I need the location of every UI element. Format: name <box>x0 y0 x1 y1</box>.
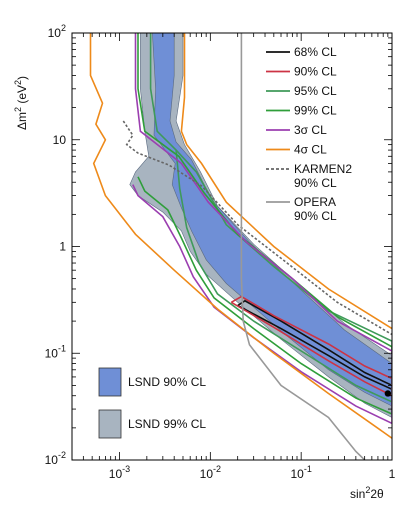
contour-fill-lsnd-90-cl <box>152 33 392 407</box>
box-legend-swatch <box>98 367 122 397</box>
chart-series-layer <box>89 33 392 460</box>
contour-line-95-cl-4 <box>149 33 392 403</box>
legend-label: OPERA <box>294 195 336 209</box>
legend-label-line2: 90% CL <box>294 209 337 223</box>
legend-label: 90% CL <box>294 65 337 79</box>
axis-ticks: 10-3 10-2 10-1 1 10-2 10-1 1 10 102 <box>45 23 396 481</box>
y-tick-label: 10 <box>53 133 67 147</box>
legend-label-line2: 90% CL <box>294 176 337 190</box>
contour-line-4-cl-8 <box>180 33 392 330</box>
best-fit-point <box>384 390 392 397</box>
x-tick-label: 10-2 <box>200 464 221 481</box>
y-tick-label: 10-1 <box>45 343 66 360</box>
box-legend-label: LSND 90% CL <box>128 375 206 389</box>
x-tick-label: 10-1 <box>290 464 311 481</box>
contour-line-karmen2-90-cl-9 <box>122 120 392 336</box>
y-axis-label: Δm2 (eV2) <box>13 76 29 130</box>
contour-line-4-cl-7 <box>89 33 392 439</box>
contour-line-68-cl-2 <box>237 299 392 391</box>
box-legend-swatch <box>98 409 122 439</box>
x-tick-label: 10-3 <box>109 464 130 481</box>
legend: 68% CL 90% CL 95% CL 99% CL 3σ CL 4σ CL KARMEN… <box>266 45 352 223</box>
legend-label: 99% CL <box>294 104 337 118</box>
box-legend-label: LSND 99% CL <box>128 417 206 431</box>
legend-label: 95% CL <box>294 84 337 98</box>
contour-line-90-cl-3 <box>230 295 392 397</box>
box-legend: LSND 90% CL LSND 99% CL <box>98 367 206 439</box>
y-tick-label: 10-2 <box>45 450 66 467</box>
y-tick-label: 1 <box>59 240 66 254</box>
legend-label: 68% CL <box>294 45 337 59</box>
contour-line-3-cl-6 <box>132 33 392 425</box>
legend-label: 4σ CL <box>294 143 327 157</box>
legend-label: KARMEN2 <box>294 162 352 176</box>
contour-line-opera-90-cl-10 <box>240 33 366 460</box>
axis-labels: Δm2 (eV2) sin22θ <box>13 76 384 501</box>
legend-label: 3σ CL <box>294 123 327 137</box>
contour-line-99-cl-5 <box>137 33 392 415</box>
x-axis-label: sin22θ <box>350 485 384 501</box>
y-tick-label: 102 <box>48 23 66 40</box>
x-tick-label: 1 <box>389 467 396 481</box>
